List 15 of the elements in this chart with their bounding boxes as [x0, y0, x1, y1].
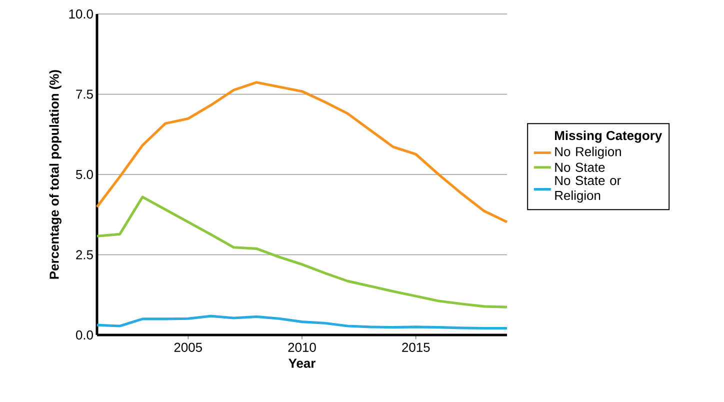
legend-label: No Religion	[555, 146, 621, 159]
y-axis-title: Percentage of total population (%)	[49, 70, 62, 279]
legend-title: Missing Category	[555, 130, 662, 143]
y-tick-label: 7.5	[76, 90, 93, 99]
y-tick-label: 10.0	[69, 9, 93, 19]
line-series	[96, 314, 508, 330]
legend-label: No State or Religion	[555, 176, 621, 203]
x-tick-label: 2015	[402, 342, 430, 352]
legend-label: No State	[555, 162, 605, 172]
x-tick-label: 2005	[174, 342, 202, 352]
y-tick-label: 5.0	[76, 170, 93, 180]
x-axis-title: Year	[288, 358, 316, 368]
y-tick-label: 0.0	[76, 330, 93, 340]
y-tick-label: 2.5	[76, 250, 93, 260]
x-tick-label: 2010	[288, 342, 316, 352]
